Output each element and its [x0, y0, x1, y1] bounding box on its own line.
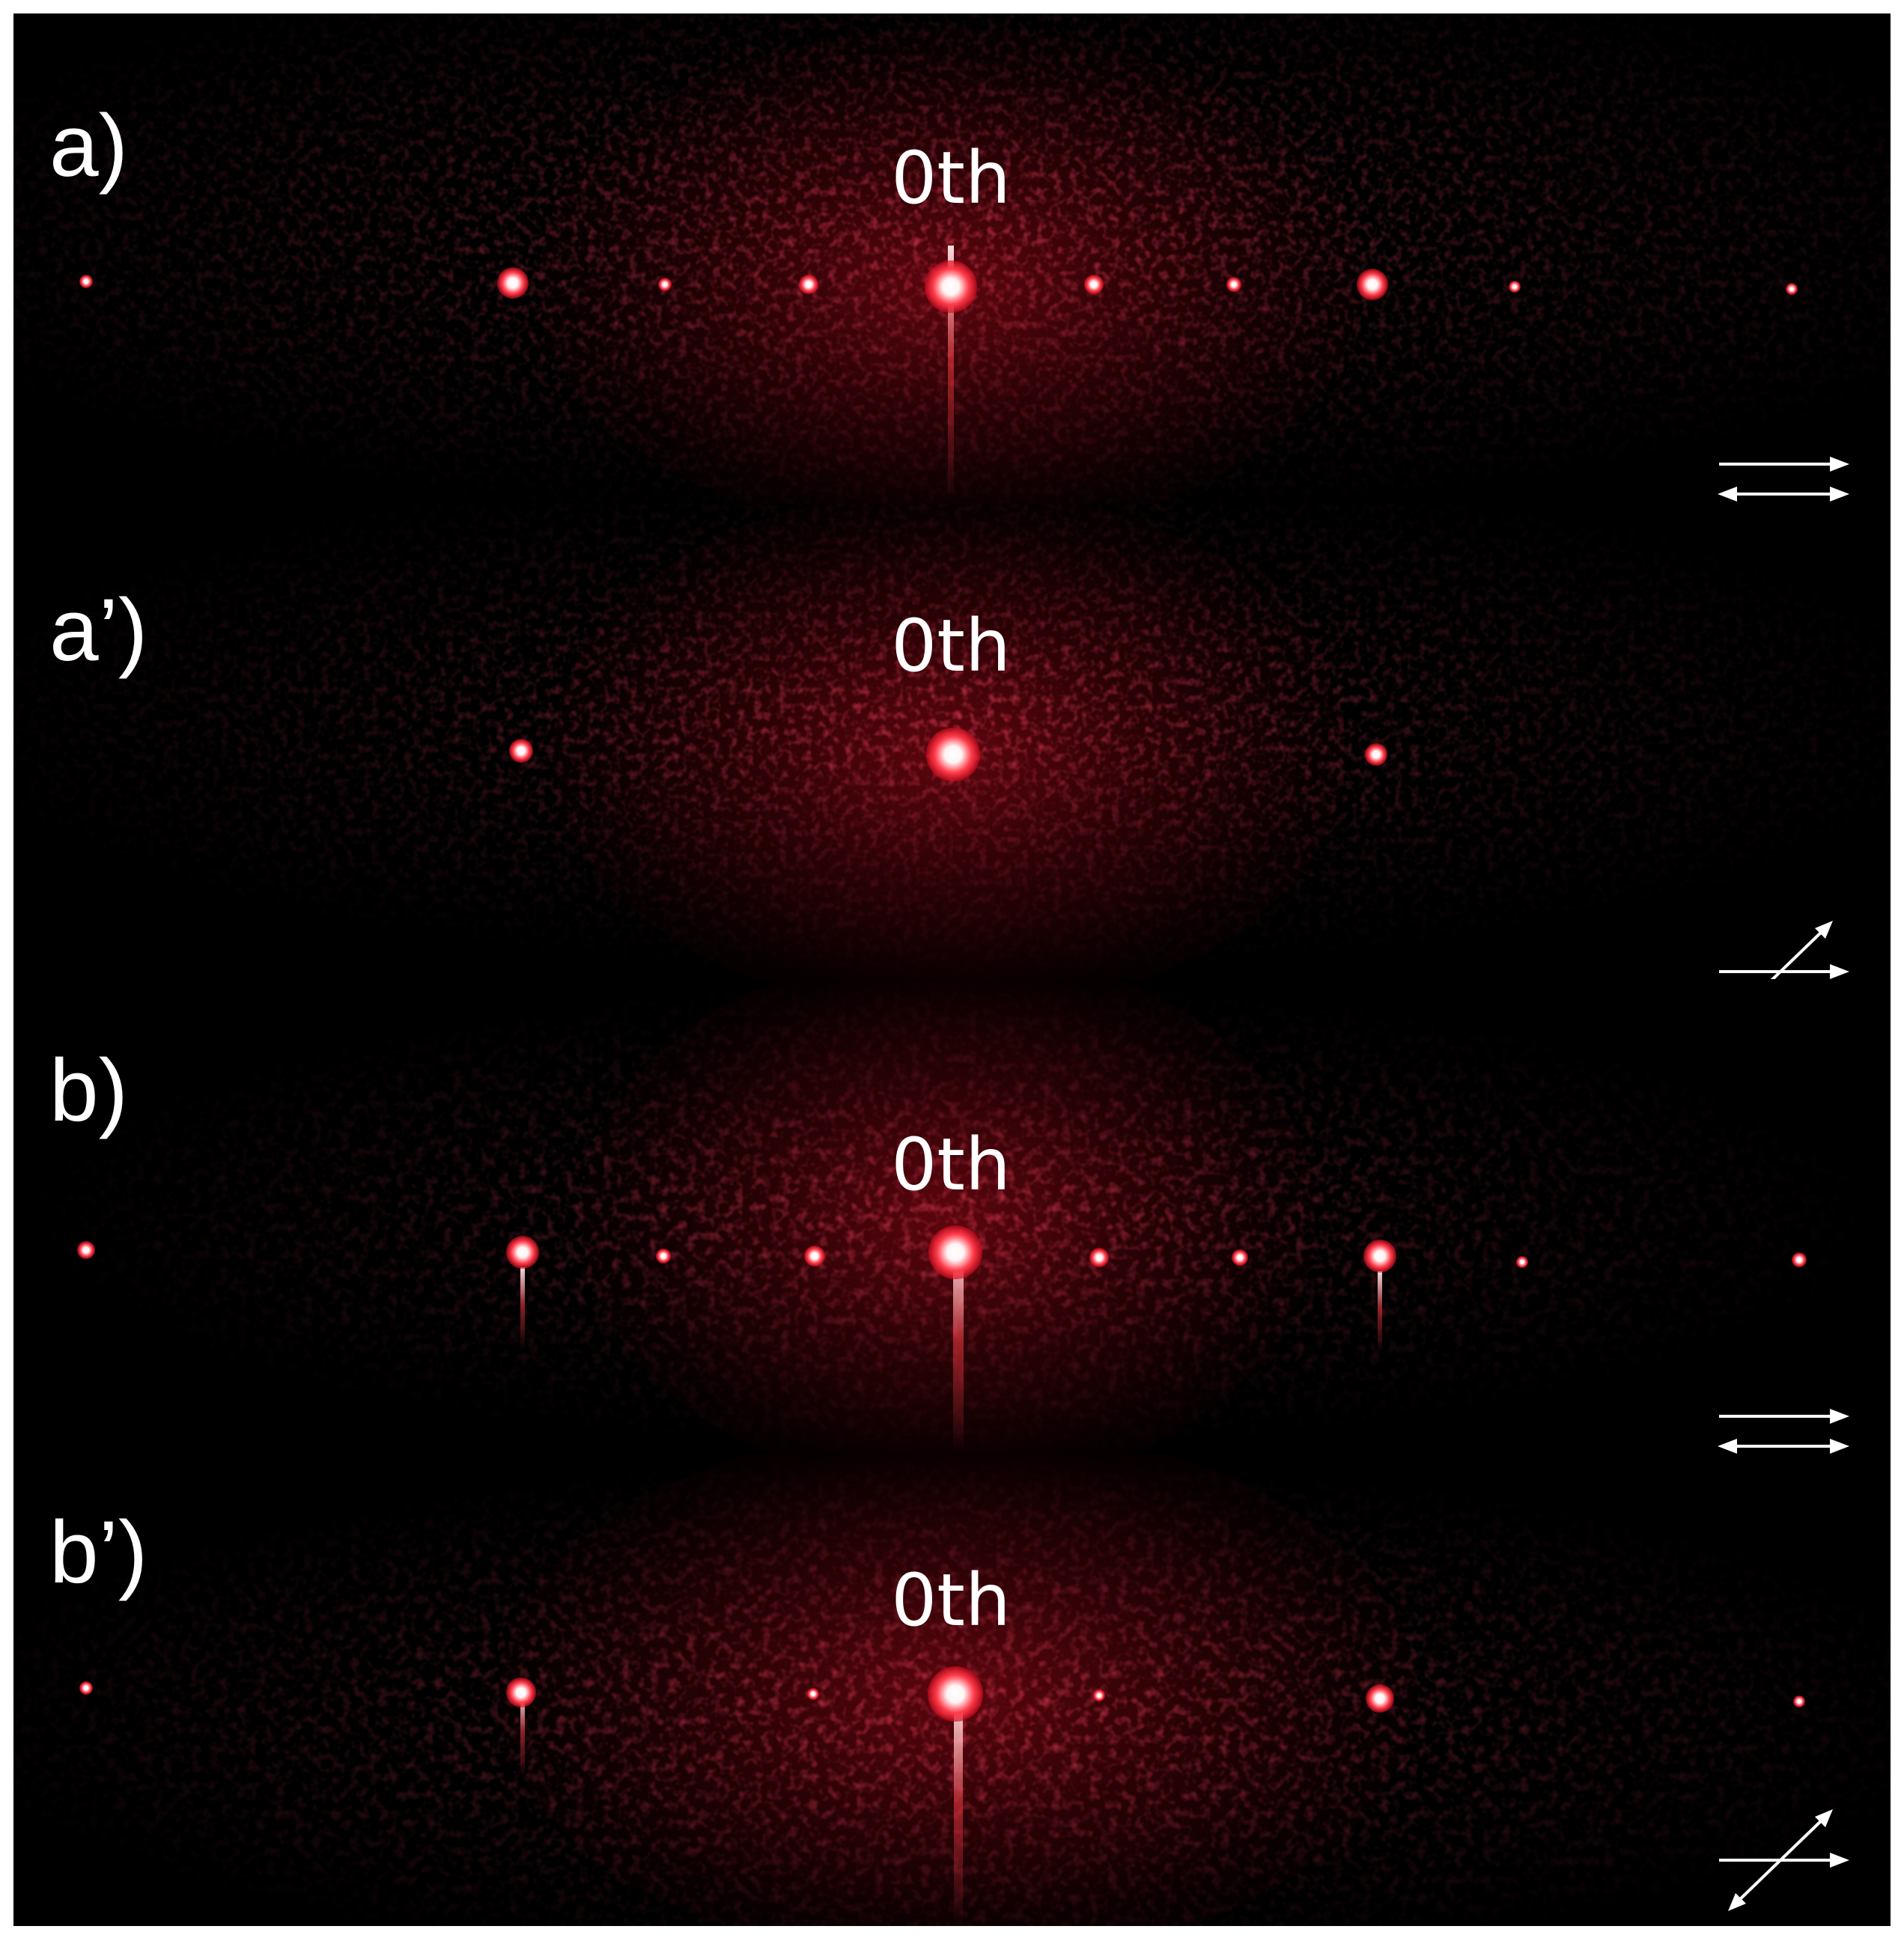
diffraction-spot	[1792, 1252, 1807, 1267]
parallel-double-arrows-icon	[1718, 1409, 1849, 1454]
diffraction-spot	[1793, 1695, 1805, 1707]
diffraction-spot	[1089, 1248, 1109, 1267]
spot-streak	[520, 1694, 525, 1776]
diffraction-spot	[1786, 283, 1798, 295]
parallel-double-arrows-icon	[1718, 457, 1849, 502]
diffraction-spot	[1363, 1240, 1396, 1273]
diffraction-spot	[1365, 743, 1387, 766]
order-label: 0th	[891, 604, 1011, 688]
diffraction-spot	[656, 1249, 671, 1264]
panel-a-prime: a’) 0th	[13, 504, 1891, 979]
diffraction-spot	[804, 1246, 825, 1267]
diffraction-spot	[1357, 269, 1388, 300]
diffraction-spot	[1366, 1684, 1394, 1713]
diffraction-spot-0th	[928, 1666, 983, 1722]
diffraction-spot-0th	[928, 1225, 982, 1279]
diffraction-spot	[807, 1688, 819, 1700]
panel-b: b) 0th	[13, 979, 1891, 1454]
diffraction-spot	[1509, 281, 1521, 293]
panel-label: a’)	[49, 581, 148, 680]
panel-b-prime: b’) 0th	[13, 1454, 1891, 1926]
diffraction-spot	[506, 1678, 536, 1707]
diffraction-spot	[1084, 275, 1104, 294]
diffraction-spot-0th	[926, 728, 980, 781]
panel-label: a)	[49, 97, 128, 195]
zero-order-streak	[948, 246, 954, 500]
diffraction-spot	[497, 267, 529, 299]
diffraction-spot	[79, 275, 93, 288]
zero-order-streak	[953, 1249, 964, 1451]
diffraction-spot	[1232, 1249, 1248, 1266]
panel-label: b’)	[49, 1503, 148, 1602]
crossed-double-arrows-icon	[1719, 1809, 1849, 1911]
speckle-noise	[13, 979, 1891, 1454]
diffraction-figure: a) 0th a’) 0th	[13, 13, 1891, 1926]
spot-streak	[520, 1267, 525, 1350]
order-label: 0th	[891, 1558, 1011, 1642]
diffraction-spot	[1093, 1689, 1105, 1701]
diffraction-spot	[509, 739, 533, 763]
order-label: 0th	[891, 1123, 1011, 1207]
diffraction-spot	[506, 1236, 539, 1269]
crossed-double-arrows-icon	[1719, 921, 1849, 979]
diffraction-spot	[799, 275, 818, 294]
diffraction-spot	[77, 1241, 95, 1259]
panel-a: a) 0th	[13, 13, 1891, 504]
diffraction-spot	[658, 278, 672, 291]
diffraction-spot-0th	[925, 260, 977, 313]
zero-order-streak	[954, 1701, 963, 1926]
order-label: 0th	[891, 136, 1011, 220]
diffraction-spot	[1226, 277, 1241, 292]
diffraction-spot	[1516, 1256, 1528, 1268]
diffraction-spot	[79, 1681, 93, 1695]
spot-streak	[1378, 1271, 1382, 1353]
panel-label: b)	[49, 1041, 128, 1140]
